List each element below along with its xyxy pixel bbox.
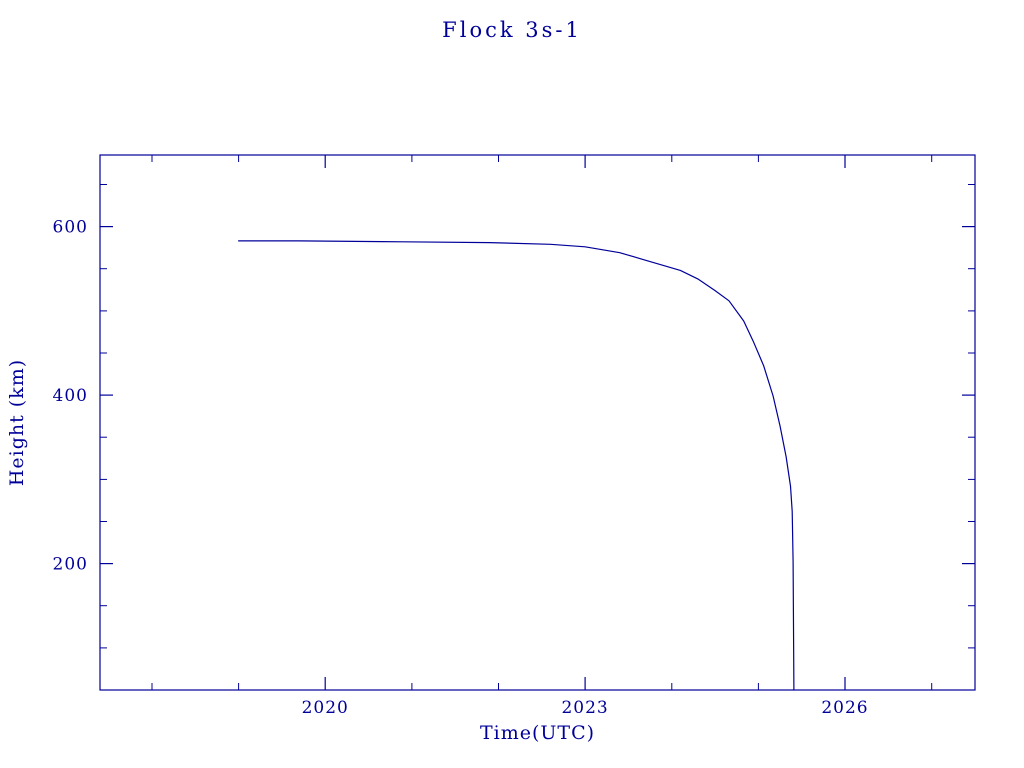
y-tick-label: 600 <box>53 218 88 238</box>
y-tick-label: 400 <box>53 386 88 406</box>
x-tick-label: 2026 <box>821 698 868 718</box>
x-axis-label: Time(UTC) <box>479 722 596 744</box>
x-tick-label: 2023 <box>561 698 608 718</box>
y-tick-label: 200 <box>53 555 88 575</box>
plot-border <box>99 154 976 691</box>
x-tick-label: 2020 <box>302 698 349 718</box>
chart-title: Flock 3s-1 <box>442 18 582 42</box>
height-curve <box>238 240 795 691</box>
